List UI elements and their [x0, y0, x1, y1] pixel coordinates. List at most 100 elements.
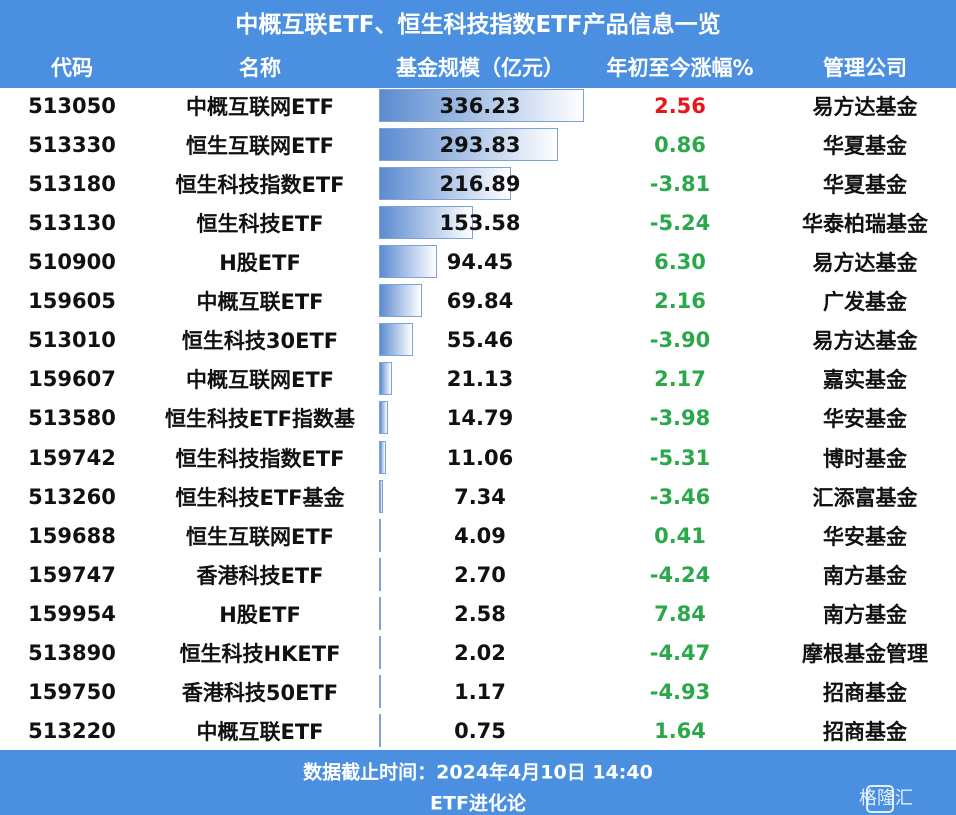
size-bar [379, 206, 473, 240]
fund-code: 159954 [28, 601, 116, 626]
column-header: 基金规模（亿元） [396, 56, 564, 80]
fund-code: 513130 [28, 211, 116, 236]
manager: 招商基金 [823, 680, 907, 705]
manager: 南方基金 [823, 563, 907, 588]
manager: 广发基金 [823, 290, 907, 315]
fund-size: 11.06 [446, 445, 514, 470]
size-bar [379, 596, 381, 630]
size-bar [379, 284, 422, 318]
fund-name: 恒生科技ETF [196, 212, 324, 237]
manager: 华泰柏瑞基金 [802, 212, 928, 237]
ytd-change: -3.81 [649, 172, 711, 197]
fund-size: 14.79 [446, 406, 514, 431]
size-bar [379, 245, 437, 279]
fund-size: 2.70 [454, 562, 506, 587]
manager: 华安基金 [823, 407, 907, 432]
ytd-change: 2.16 [654, 289, 706, 314]
fund-name: 恒生科技30ETF [181, 329, 339, 354]
manager: 华夏基金 [823, 173, 907, 198]
fund-size: 21.13 [446, 367, 514, 392]
footer-band [0, 750, 956, 815]
footer-line: ETF进化论 [430, 792, 526, 815]
size-bar [379, 167, 512, 201]
ytd-change: 1.64 [654, 718, 706, 743]
fund-name: 香港科技50ETF [181, 680, 339, 705]
fund-name: 恒生科技HKETF [179, 641, 341, 666]
column-header: 管理公司 [823, 56, 907, 80]
size-bar [379, 401, 389, 435]
ytd-change: 2.56 [654, 94, 706, 118]
column-header: 代码 [51, 56, 93, 80]
fund-code: 159605 [28, 289, 116, 314]
fund-name: 恒生科技指数ETF [175, 446, 345, 471]
watermark: 格隆汇 [859, 788, 913, 809]
fund-code: 513890 [28, 640, 116, 665]
ytd-change: 2.17 [654, 367, 706, 392]
size-bar [379, 323, 413, 357]
fund-code: 513010 [28, 328, 116, 353]
ytd-change: -3.90 [649, 328, 711, 353]
manager: 招商基金 [823, 719, 907, 744]
fund-size: 4.09 [454, 523, 506, 548]
size-bar [379, 128, 559, 162]
size-bar [379, 362, 392, 396]
size-bar [379, 518, 382, 552]
fund-code: 159688 [28, 523, 116, 548]
fund-size: 293.83 [439, 133, 521, 158]
size-bar [379, 89, 584, 122]
fund-name: 中概互联网ETF [185, 95, 335, 119]
fund-name: 香港科技ETF [196, 563, 324, 588]
fund-size: 1.17 [454, 679, 506, 704]
fund-name: H股ETF [219, 602, 301, 627]
manager: 易方达基金 [812, 95, 918, 119]
fund-size: 153.58 [439, 211, 521, 236]
ytd-change: -4.47 [649, 640, 711, 665]
fund-size: 55.46 [446, 328, 514, 353]
fund-code: 513330 [28, 133, 116, 158]
header-band [0, 0, 956, 88]
manager: 汇添富基金 [812, 485, 918, 510]
fund-size: 0.75 [454, 718, 506, 743]
fund-name: 恒生科技ETF指数基 [164, 407, 356, 432]
manager: 易方达基金 [812, 251, 918, 276]
manager: 华夏基金 [823, 134, 907, 159]
manager: 华安基金 [823, 524, 907, 549]
fund-code: 159750 [28, 679, 116, 704]
title: 中概互联ETF、恒生科技指数ETF产品信息一览 [235, 12, 721, 38]
fund-size: 94.45 [446, 250, 514, 275]
fund-size: 7.34 [454, 484, 506, 509]
watermark-icon [866, 785, 894, 813]
manager: 博时基金 [823, 446, 907, 471]
fund-name: 恒生互联网ETF [185, 524, 335, 549]
fund-code: 513050 [28, 94, 116, 118]
size-bar [379, 479, 384, 513]
size-bar [379, 713, 381, 747]
size-bar [379, 635, 381, 669]
fund-size: 2.58 [454, 601, 506, 626]
manager: 嘉实基金 [823, 368, 907, 393]
fund-name: 中概互联ETF [196, 290, 324, 315]
fund-name: 恒生科技指数ETF [175, 173, 345, 198]
fund-name: 恒生科技ETF基金 [175, 485, 345, 510]
manager: 南方基金 [823, 602, 907, 627]
ytd-change: -3.98 [649, 406, 711, 431]
size-bar [379, 440, 386, 474]
fund-name: 恒生互联网ETF [185, 134, 335, 159]
fund-code: 159742 [28, 445, 116, 470]
ytd-change: -5.31 [649, 445, 711, 470]
footer-line: 数据截止时间：2024年4月10日 14:40 [303, 761, 653, 784]
fund-name: 中概互联ETF [196, 719, 324, 744]
ytd-change: 6.30 [654, 250, 706, 275]
ytd-change: -4.93 [649, 679, 711, 704]
fund-name: H股ETF [219, 251, 301, 276]
fund-code: 159607 [28, 367, 116, 392]
ytd-change: 0.41 [654, 523, 706, 548]
manager: 摩根基金管理 [802, 641, 928, 666]
fund-code: 513180 [28, 172, 116, 197]
fund-size: 336.23 [439, 94, 521, 118]
fund-name: 中概互联网ETF [185, 368, 335, 393]
ytd-change: -4.24 [649, 562, 711, 587]
fund-code: 159747 [28, 562, 116, 587]
ytd-change: 7.84 [654, 601, 706, 626]
column-header: 名称 [239, 56, 281, 80]
